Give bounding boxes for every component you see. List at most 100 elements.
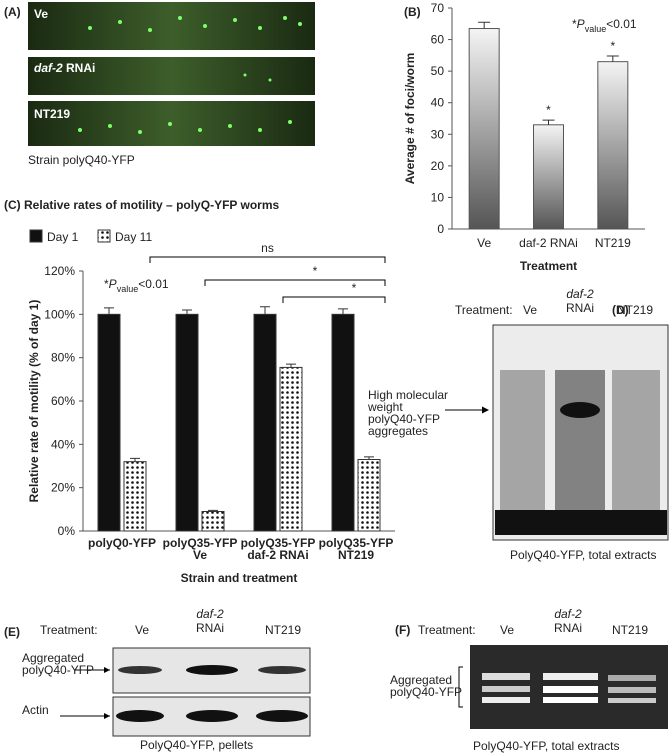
blot-e xyxy=(60,647,311,737)
x-tick-label: polyQ0-YFP xyxy=(88,536,156,550)
panel-label: (F) xyxy=(395,623,410,637)
significance: * xyxy=(546,103,551,117)
y-tick-label: 80% xyxy=(51,351,75,365)
y-axis-label: Average # of foci/worm xyxy=(403,53,417,185)
y-tick-label: 100% xyxy=(44,307,75,321)
y-tick-label: 60% xyxy=(51,394,75,408)
y-tick-label: 0 xyxy=(437,222,444,236)
bar xyxy=(253,313,277,532)
row-label-text: RNAi xyxy=(66,61,95,75)
lane-label-italic: daf-2 xyxy=(196,607,224,621)
error-bar xyxy=(286,363,296,368)
row-label: polyQ40-YFP xyxy=(22,663,94,677)
blot-d xyxy=(492,324,669,541)
lane-label: NT219 xyxy=(617,303,653,317)
y-tick-label: 20% xyxy=(51,481,75,495)
bracket-label: * xyxy=(313,264,318,278)
annotation-rest: <0.01 xyxy=(138,277,169,291)
error-bar xyxy=(182,309,192,315)
lane-label: RNAi xyxy=(196,621,224,635)
row-label: NT219 xyxy=(34,107,70,121)
row-label: Aggregated xyxy=(22,651,84,665)
error-bar xyxy=(542,119,555,125)
bar xyxy=(175,313,199,532)
row-label: Actin xyxy=(22,703,49,717)
x-tick-label: daf-2 RNAi xyxy=(519,236,578,250)
legend-swatch xyxy=(97,229,111,243)
row-label: daf-2 RNAi xyxy=(34,61,95,75)
legend-label: Day 1 xyxy=(47,230,79,244)
lane-label: Ve xyxy=(500,623,514,637)
lane-label: NT219 xyxy=(265,623,301,637)
panel-label: (A) xyxy=(4,5,21,19)
bar xyxy=(357,459,381,532)
bar xyxy=(597,61,629,230)
error-bar xyxy=(606,55,619,62)
caption: Strain polyQ40-YFP xyxy=(28,153,135,167)
x-axis-label: Treatment xyxy=(520,259,577,273)
y-tick-label: 70 xyxy=(431,1,445,15)
y-tick-label: 0% xyxy=(58,524,76,538)
y-axis-label: Relative rate of motility (% of day 1) xyxy=(27,300,41,503)
significance: * xyxy=(610,39,615,53)
annotation: *Pvalue<0.01 xyxy=(104,277,169,294)
bar xyxy=(533,124,564,230)
panel-label: (C) xyxy=(4,198,21,212)
x-tick-label: polyQ35-YFP NT219 xyxy=(319,536,394,562)
row-label: Ve xyxy=(34,7,48,21)
error-bar xyxy=(478,21,491,29)
error-bar xyxy=(104,307,114,315)
annotation-sub: value xyxy=(117,284,139,294)
bracket-label: * xyxy=(352,281,357,295)
annotation-star: * xyxy=(572,17,577,31)
bar xyxy=(468,28,500,230)
bracket-label: ns xyxy=(261,241,274,255)
y-tick-label: 30 xyxy=(431,127,445,141)
x-tick-line: polyQ35-YFP xyxy=(163,536,238,550)
legend-label: Day 11 xyxy=(115,230,152,244)
arrow-label: High molecular xyxy=(368,388,448,402)
error-bar xyxy=(364,456,374,460)
x-tick-label: Ve xyxy=(477,236,491,250)
bar xyxy=(97,313,121,532)
row-label: polyQ40-YFP xyxy=(390,685,462,699)
panel-label: (D) xyxy=(612,303,629,317)
annotation-p: P xyxy=(109,277,117,291)
lane-label-italic: daf-2 xyxy=(554,607,582,621)
blot-f xyxy=(458,645,668,729)
x-tick-line: daf-2 RNAi xyxy=(247,548,308,562)
caption: PolyQ40-YFP, total extracts xyxy=(473,739,620,753)
panel-label: (E) xyxy=(4,625,20,639)
y-tick-label: 20 xyxy=(431,159,445,173)
row-label-italic: daf-2 xyxy=(34,61,63,75)
legend-swatch xyxy=(29,229,43,243)
lane-label: RNAi xyxy=(554,621,582,635)
lane-label: NT219 xyxy=(612,623,648,637)
x-tick-label: polyQ35-YFP daf-2 RNAi xyxy=(241,536,316,562)
x-tick-label: NT219 xyxy=(595,236,631,250)
chart-title: (C) Relative rates of motility – polyQ-Y… xyxy=(4,198,280,212)
y-tick-label: 40 xyxy=(431,96,445,110)
x-tick-line: NT219 xyxy=(338,548,374,562)
annotation-rest: <0.01 xyxy=(606,17,637,31)
treatment-label: Treatment: xyxy=(418,623,476,637)
lane-label: RNAi xyxy=(566,301,594,315)
x-tick-line: polyQ35-YFP xyxy=(319,536,394,550)
bar xyxy=(279,366,303,532)
arrow-label: aggregates xyxy=(368,424,428,438)
annotation-p: P xyxy=(577,17,585,31)
worm-images xyxy=(28,2,315,146)
row-label: Aggregated xyxy=(390,673,452,687)
x-tick-line: Ve xyxy=(193,548,207,562)
lane-label: Ve xyxy=(523,303,537,317)
x-tick-line: polyQ35-YFP xyxy=(241,536,316,550)
error-bar xyxy=(130,457,140,462)
title-text: Relative rates of motility – polyQ-YFP w… xyxy=(24,198,280,212)
annotation-star: * xyxy=(104,277,109,291)
bracket xyxy=(282,296,386,303)
y-tick-label: 40% xyxy=(51,437,75,451)
y-tick-label: 50 xyxy=(431,64,445,78)
arrow-head xyxy=(482,406,489,414)
x-axis-label: Strain and treatment xyxy=(181,571,298,585)
